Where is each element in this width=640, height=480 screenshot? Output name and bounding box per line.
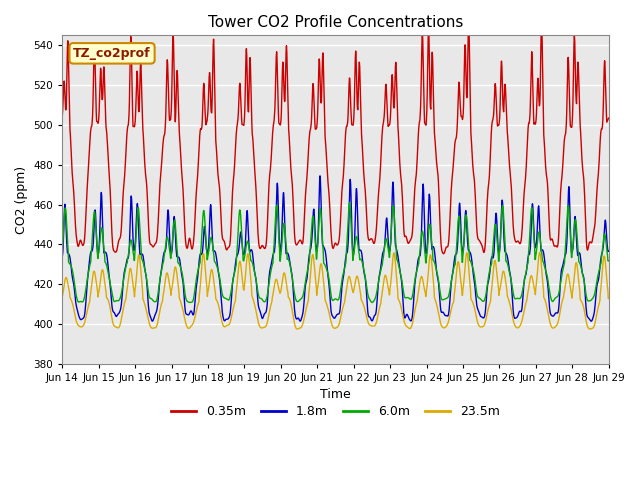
6.0m (370, 298, 378, 304)
6.0m (301, 279, 309, 285)
X-axis label: Time: Time (320, 388, 351, 401)
6.0m (123, 261, 131, 266)
0.35m (440, 251, 447, 257)
Line: 0.35m: 0.35m (62, 20, 609, 254)
0.35m (605, 115, 612, 121)
23.5m (100, 279, 108, 285)
6.0m (312, 240, 319, 245)
23.5m (312, 274, 319, 279)
Text: TZ_co2prof: TZ_co2prof (73, 47, 151, 60)
23.5m (123, 288, 131, 294)
1.8m (312, 239, 319, 244)
Y-axis label: CO2 (ppm): CO2 (ppm) (15, 166, 28, 234)
0.35m (301, 193, 309, 199)
0.35m (369, 240, 377, 245)
23.5m (369, 323, 377, 329)
6.0m (58, 247, 66, 253)
0.35m (123, 132, 131, 138)
23.5m (536, 249, 543, 255)
0.35m (100, 81, 108, 87)
0.35m (291, 224, 298, 229)
1.8m (316, 173, 324, 179)
23.5m (291, 319, 298, 324)
Legend: 0.35m, 1.8m, 6.0m, 23.5m: 0.35m, 1.8m, 6.0m, 23.5m (166, 400, 505, 423)
1.8m (291, 306, 298, 312)
0.35m (538, 17, 545, 23)
0.35m (58, 113, 66, 119)
23.5m (301, 309, 309, 315)
6.0m (291, 288, 298, 294)
1.8m (100, 249, 108, 255)
1.8m (148, 318, 156, 324)
6.0m (368, 300, 376, 305)
Title: Tower CO2 Profile Concentrations: Tower CO2 Profile Concentrations (208, 15, 463, 30)
23.5m (58, 293, 66, 299)
23.5m (586, 326, 594, 332)
1.8m (605, 249, 612, 254)
1.8m (370, 314, 378, 320)
Line: 1.8m: 1.8m (62, 176, 609, 321)
1.8m (123, 257, 131, 263)
Line: 6.0m: 6.0m (62, 203, 609, 302)
Line: 23.5m: 23.5m (62, 252, 609, 329)
6.0m (605, 258, 612, 264)
1.8m (58, 253, 66, 259)
23.5m (605, 296, 612, 301)
0.35m (312, 126, 319, 132)
6.0m (346, 200, 353, 205)
6.0m (100, 252, 108, 258)
1.8m (302, 281, 310, 287)
